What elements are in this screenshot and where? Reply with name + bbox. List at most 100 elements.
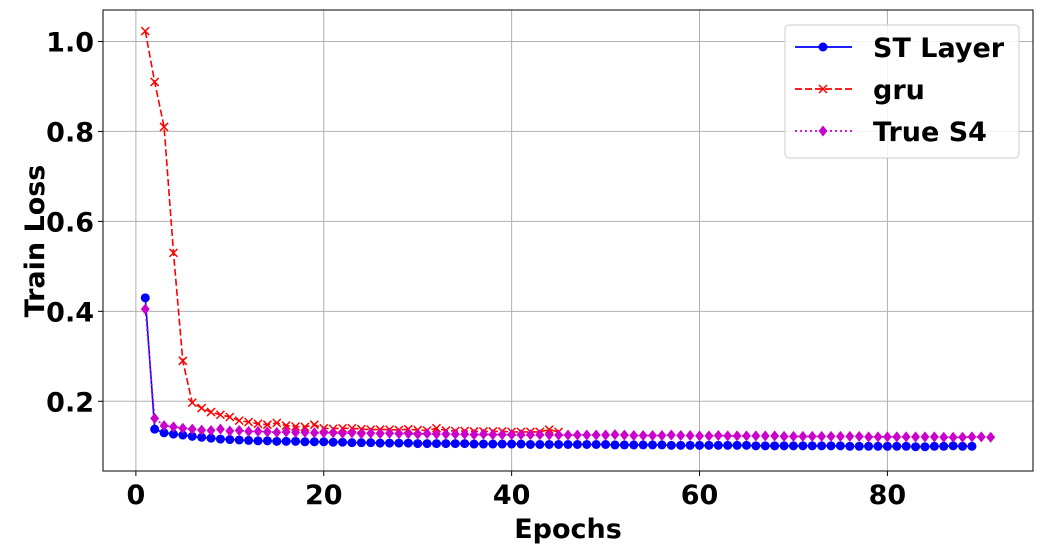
data-point [535,429,545,441]
data-point [168,248,178,258]
data-point [469,429,479,441]
data-point [591,439,601,449]
data-point [807,441,817,451]
data-point [920,442,930,452]
data-point [347,427,357,439]
legend-marker [818,42,828,52]
data-point [281,426,291,438]
x-tick-label: 60 [681,480,719,511]
data-point [864,441,874,451]
x-tick-label: 40 [493,480,531,511]
data-point [309,427,319,439]
data-point [676,429,686,441]
data-point [901,431,911,443]
data-point [150,77,160,87]
data-point [864,431,874,443]
data-point [385,427,394,439]
data-point [713,429,723,441]
data-point [150,424,160,434]
data-point [309,420,319,430]
data-point [300,426,310,438]
data-point [403,428,413,440]
data-point [666,429,676,441]
data-point [319,437,329,447]
series-line [144,30,559,433]
series-line [144,309,991,439]
data-point [178,430,188,440]
data-point [300,437,310,447]
data-point [695,430,704,442]
data-point [356,428,366,440]
y-axis: 0.2 0.4 0.6 0.8 1.0 [46,27,103,418]
y-tick-label: 0.6 [46,207,94,238]
data-point [403,438,413,448]
data-point [187,398,197,408]
data-point [197,403,207,413]
data-point [291,436,301,446]
data-point [187,423,197,435]
data-point [206,407,216,417]
data-point [882,431,892,443]
data-point [234,416,244,426]
data-point [375,428,385,440]
data-point [366,427,376,439]
data-point [206,433,216,443]
y-axis-label: Train Loss [20,165,51,318]
y-tick-label: 1.0 [46,27,94,58]
data-point [544,429,554,441]
data-point [929,431,939,443]
y-tick-label: 0.8 [46,117,94,148]
data-point [958,431,967,443]
data-point [629,429,639,441]
data-point [253,436,263,446]
data-point [431,423,442,433]
data-point [244,425,254,437]
data-point [197,424,207,436]
legend-label: True S4 [873,117,987,148]
data-point [591,429,601,441]
data-point [169,421,178,433]
data-point [244,435,254,445]
x-tick-label: 80 [869,480,907,511]
data-point [150,412,160,424]
data-point [216,423,225,435]
data-point [159,428,169,438]
data-point [272,418,282,428]
data-point [234,435,244,445]
data-point [572,439,582,449]
data-point [544,439,554,449]
data-point [713,440,723,450]
data-point [159,420,169,432]
data-point [666,440,676,450]
data-point [836,430,845,442]
data-point [450,439,460,449]
data-point [845,430,855,442]
data-point [441,428,451,440]
data-point [526,429,535,441]
data-point [460,439,470,449]
data-point [291,421,301,432]
data-point [619,429,629,441]
data-point [817,430,827,442]
data-point [854,430,864,442]
data-point [873,431,883,443]
data-point [497,429,507,441]
plot-series [140,26,996,452]
data-point [676,440,686,450]
data-point [845,441,855,451]
data-point [507,429,517,441]
data-point [657,440,667,450]
data-point [723,440,733,450]
data-point [582,429,592,441]
data-point [648,440,658,450]
legend-label: ST Layer [873,33,1005,64]
x-axis: 0 20 40 60 80 [126,471,906,511]
data-point [601,439,611,449]
data-point [422,439,432,449]
data-point [929,441,939,451]
data-point [789,430,798,442]
data-point [413,428,423,440]
data-point [770,430,780,442]
data-point [770,441,780,451]
